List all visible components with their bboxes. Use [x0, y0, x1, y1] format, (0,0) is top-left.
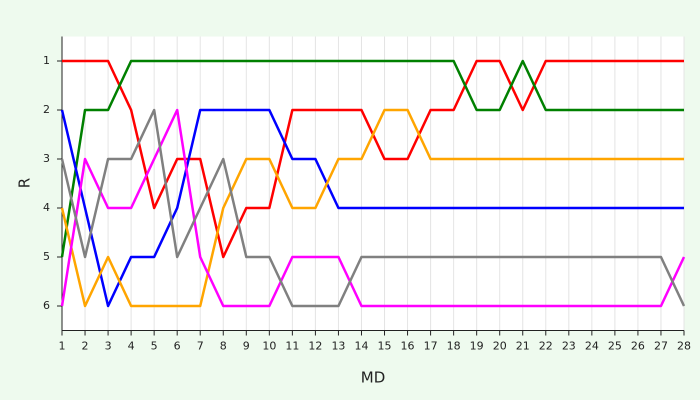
x-tick-label: 12 [308, 340, 322, 353]
x-tick-label: 24 [585, 340, 599, 353]
x-tick-label: 8 [220, 340, 227, 353]
x-tick-label: 7 [197, 340, 204, 353]
x-tick-label: 9 [243, 340, 250, 353]
x-tick-label: 15 [378, 340, 392, 353]
x-tick-label: 21 [516, 340, 530, 353]
x-tick-label: 22 [539, 340, 553, 353]
series-line [60, 59, 684, 258]
x-tick-label: 5 [151, 340, 158, 353]
x-tick-label: 26 [631, 340, 645, 353]
x-tick-label: 20 [493, 340, 507, 353]
x-tick-label: 16 [401, 340, 415, 353]
x-tick-label: 11 [285, 340, 299, 353]
x-tick-label: 23 [562, 340, 576, 353]
series-line [60, 108, 684, 308]
x-tick-label: 1 [59, 340, 66, 353]
x-tick-label: 6 [174, 340, 181, 353]
x-axis-label: MD [361, 369, 386, 387]
x-tick-label: 19 [470, 340, 484, 353]
y-tick-label: 3 [43, 152, 50, 165]
x-tick-label: 4 [128, 340, 135, 353]
x-tick-label: 10 [262, 340, 276, 353]
y-tick-label: 2 [43, 103, 50, 116]
series-line [60, 108, 686, 308]
series-line [60, 108, 686, 308]
x-tick-label: 18 [447, 340, 461, 353]
plot-area [62, 36, 684, 331]
x-tick-label: 28 [677, 340, 691, 353]
y-axis-label: R [16, 178, 34, 188]
x-tick-label: 25 [608, 340, 622, 353]
y-tick-label: 4 [43, 201, 50, 214]
x-tick-label: 2 [82, 340, 89, 353]
y-tick-label: 6 [43, 299, 50, 312]
y-tick-label: 1 [43, 54, 50, 67]
x-tick-label: 27 [654, 340, 668, 353]
y-tick-label: 5 [43, 250, 50, 263]
x-tick-label: 17 [424, 340, 438, 353]
x-tick-label: 3 [105, 340, 112, 353]
x-tick-label: 14 [354, 340, 368, 353]
series-line [60, 108, 684, 308]
x-tick-label: 13 [331, 340, 345, 353]
